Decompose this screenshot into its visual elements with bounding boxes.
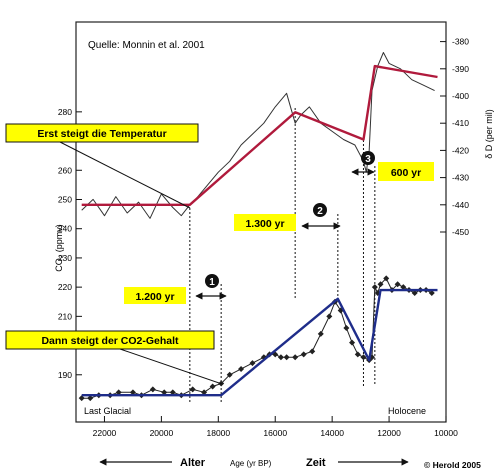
interval1-label: 1.200 yr: [135, 291, 174, 303]
left-axis-title: CO₂ (ppmv): [54, 224, 64, 272]
co2-point: [428, 289, 435, 296]
co2-trend-line: [81, 288, 438, 397]
x-tick-label: 12000: [377, 428, 401, 438]
left-tick-label: 220: [58, 282, 72, 292]
event-dashed-lines: [189, 108, 376, 404]
interval1-box: [124, 287, 186, 304]
co2-point: [201, 389, 208, 396]
co2-point: [411, 289, 418, 296]
left-tick-label: 240: [58, 224, 72, 234]
marker1-circle: [205, 274, 219, 288]
copyright-label: © Herold 2005: [424, 460, 481, 470]
alter-label: Alter: [180, 457, 206, 469]
holocene-label: Holocene: [388, 406, 426, 416]
marker2-circle: [313, 203, 327, 217]
deuterium-line: [81, 52, 435, 219]
x-axis-title: Age (yr BP): [230, 459, 272, 468]
co2-point: [309, 348, 316, 355]
left-tick-label: 250: [58, 194, 72, 204]
x-tick-label: 16000: [263, 428, 287, 438]
co2-point: [383, 275, 390, 282]
left-tick-label: 210: [58, 311, 72, 321]
co2-point: [394, 281, 401, 288]
co2-point: [249, 360, 256, 367]
co2-point: [326, 313, 333, 320]
left-tick-label: 280: [58, 107, 72, 117]
co2-after-pointer: [119, 348, 223, 385]
co2-after-box: [5, 330, 215, 350]
co2-point: [189, 386, 196, 393]
co2-point: [283, 354, 290, 361]
co2-point: [129, 389, 136, 396]
right-axis-ticks: -380 -390 -400 -410 -420 -430 -440 -450: [440, 37, 469, 237]
interval2-label: 1.300 yr: [245, 218, 284, 230]
co2-point: [238, 365, 245, 372]
co2-after-text: Dann steigt der CO2-Gehalt: [41, 335, 179, 347]
temp-first-box: [5, 123, 199, 143]
co2-point: [209, 383, 216, 390]
co2-point: [300, 351, 307, 358]
right-tick-label: -400: [452, 91, 469, 101]
right-tick-label: -390: [452, 64, 469, 74]
co2-point: [115, 389, 122, 396]
co2-point: [87, 395, 94, 402]
deuterium-trend-line: [81, 64, 438, 207]
co2-point: [354, 351, 361, 358]
marker2-text: 2: [317, 206, 323, 217]
interval2-box: [234, 214, 296, 231]
co2-point: [317, 330, 324, 337]
co2-trend-series: [81, 288, 438, 397]
interval3-label: 600 yr: [391, 167, 421, 179]
right-tick-label: -410: [452, 118, 469, 128]
right-tick-label: -450: [452, 227, 469, 237]
x-tick-label: 10000: [434, 428, 458, 438]
co2-point: [292, 354, 299, 361]
co2-point: [371, 284, 378, 291]
co2-point: [277, 354, 284, 361]
deuterium-series: [81, 52, 435, 219]
marker1-text: 1: [209, 277, 215, 288]
right-tick-label: -380: [452, 37, 469, 47]
left-tick-label: 260: [58, 165, 72, 175]
x-tick-label: 18000: [206, 428, 230, 438]
co2-point: [360, 354, 367, 361]
co2-point: [349, 339, 356, 346]
x-tick-label: 14000: [320, 428, 344, 438]
x-tick-label: 22000: [93, 428, 117, 438]
deuterium-trend-series: [81, 64, 438, 207]
right-tick-label: -430: [452, 173, 469, 183]
temp-first-pointer: [59, 141, 191, 209]
co2-point: [226, 371, 233, 378]
co2-point: [149, 386, 156, 393]
zeit-label: Zeit: [306, 457, 326, 469]
x-axis-ticks: 22000 20000 18000 16000 14000 12000 10000: [93, 416, 458, 438]
co2-point: [78, 395, 85, 402]
right-tick-label: -440: [452, 200, 469, 210]
last-glacial-label: Last Glacial: [84, 406, 131, 416]
co2-point: [161, 389, 168, 396]
co2-point: [377, 281, 384, 288]
left-tick-label: 230: [58, 253, 72, 263]
co2-point: [400, 284, 407, 291]
temp-first-text: Erst steigt die Temperatur: [37, 128, 166, 140]
co2-point: [169, 389, 176, 396]
co2-point: [343, 325, 350, 332]
right-tick-label: -420: [452, 145, 469, 155]
left-tick-label: 190: [58, 370, 72, 380]
interval3-box: [378, 162, 434, 181]
source-label: Quelle: Monnin et al. 2001: [88, 40, 205, 51]
marker3-text: 3: [365, 154, 371, 165]
x-tick-label: 20000: [150, 428, 174, 438]
right-axis-title: δ D (per mil): [484, 109, 494, 159]
marker3-circle: [361, 151, 375, 165]
